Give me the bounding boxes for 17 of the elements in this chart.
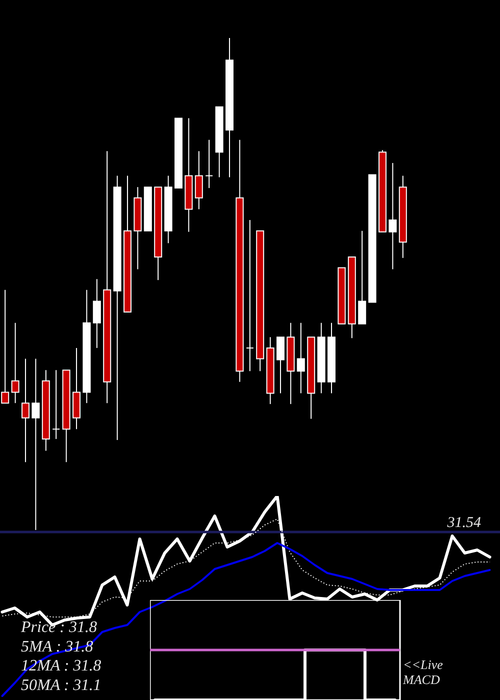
annotation: 31.54 xyxy=(446,515,482,531)
candlestick xyxy=(246,220,254,372)
candlestick xyxy=(92,278,101,348)
candlestick xyxy=(194,150,203,210)
candlestick xyxy=(296,322,305,394)
candlestick xyxy=(276,336,284,394)
annotation: <<Live MACD xyxy=(402,657,444,687)
annotation: 50MA : 31.1 xyxy=(21,676,102,694)
candlestick xyxy=(52,370,60,440)
candlestick xyxy=(205,139,214,189)
candlestick xyxy=(388,162,397,270)
candlestick xyxy=(22,358,30,463)
candlestick xyxy=(11,322,20,404)
candlestick xyxy=(32,358,40,530)
candlestick xyxy=(1,289,10,404)
candlestick xyxy=(358,230,366,324)
annotation: Price : 31.8 xyxy=(20,619,97,636)
